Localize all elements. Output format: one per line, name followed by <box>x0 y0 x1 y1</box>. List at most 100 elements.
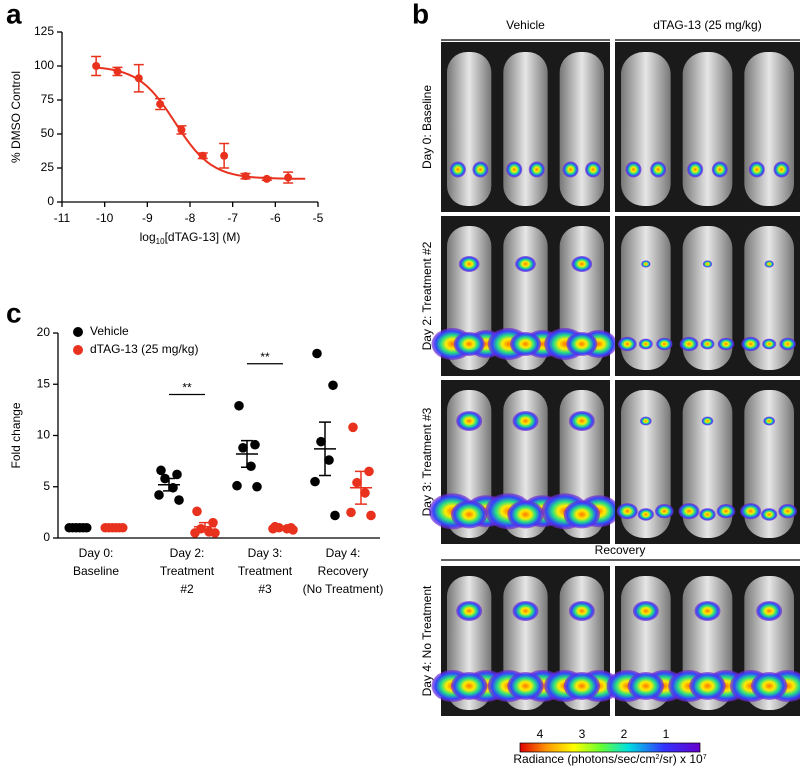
data-point <box>210 528 220 538</box>
signal <box>617 336 637 352</box>
y-tick-label: 0 <box>43 530 50 544</box>
data-point <box>208 517 218 528</box>
signal <box>563 500 601 529</box>
text-part: 10 <box>156 237 165 246</box>
mouse <box>682 52 733 206</box>
y-tick-label: 10 <box>37 428 51 442</box>
data-point <box>360 488 370 498</box>
signal <box>450 672 488 700</box>
row-label: Day 3: Treatment #3 <box>420 407 434 516</box>
data-point <box>262 174 271 183</box>
signal <box>512 411 539 431</box>
signal <box>687 161 704 178</box>
data-point <box>238 443 248 453</box>
signal <box>717 337 735 351</box>
data-point <box>352 477 362 488</box>
significance-label: ** <box>260 350 270 364</box>
mouse <box>744 52 794 206</box>
data-point <box>81 522 92 533</box>
colorbar-tick-label: 4 <box>537 727 544 741</box>
data-point <box>232 480 242 491</box>
legend-label: dTAG-13 (25 mg/kg) <box>90 342 198 356</box>
signal <box>562 161 579 178</box>
signal <box>700 338 715 350</box>
y-tick-label: 20 <box>37 325 51 339</box>
x-tick-label: -8 <box>185 211 196 225</box>
data-point <box>172 469 182 480</box>
axis <box>57 333 380 539</box>
y-tick-label: 15 <box>37 376 51 390</box>
signal <box>528 161 545 178</box>
signal <box>699 508 716 521</box>
colorbar <box>519 742 701 753</box>
data-point <box>310 476 320 487</box>
signal <box>689 672 726 700</box>
x-tick-label: Recovery <box>318 564 369 578</box>
mouse <box>744 390 794 538</box>
y-tick-label: 5 <box>43 479 50 493</box>
signal <box>641 260 651 268</box>
signal <box>509 332 542 356</box>
y-tick-label: 75 <box>41 92 55 106</box>
data-point <box>268 523 278 534</box>
signal <box>740 503 762 520</box>
signal <box>762 338 777 350</box>
signal <box>627 672 665 700</box>
signal <box>702 260 713 268</box>
signal <box>616 503 638 520</box>
signal <box>566 332 598 356</box>
signal <box>679 336 699 352</box>
y-axis-label: Fold change <box>9 402 23 468</box>
data-point <box>160 473 170 484</box>
data-point <box>364 466 374 477</box>
signal <box>639 416 652 426</box>
data-point <box>192 506 202 517</box>
data-point <box>366 510 376 521</box>
signal <box>716 504 736 519</box>
text-part: 7 <box>703 754 707 761</box>
x-tick-label: -10 <box>96 211 114 225</box>
text-part: [dTAG-13] (M) <box>165 230 241 244</box>
signal <box>472 161 489 178</box>
signal <box>711 161 728 178</box>
signal <box>773 161 790 178</box>
x-tick-label: Treatment <box>238 564 293 578</box>
legend-marker <box>73 327 83 337</box>
x-tick-label: Day 3: <box>248 546 283 560</box>
significance-label: ** <box>182 381 192 395</box>
signal <box>512 601 539 621</box>
x-tick-label: Baseline <box>73 564 119 578</box>
signal <box>450 500 488 529</box>
x-tick-label: Treatment <box>160 564 215 578</box>
x-axis-label: log10[dTAG-13] (M) <box>140 230 241 246</box>
signal <box>456 601 483 621</box>
panel-label: c <box>6 297 22 328</box>
x-tick-label: -7 <box>227 211 238 225</box>
signal <box>764 260 774 268</box>
y-tick-label: 50 <box>41 126 55 140</box>
signal <box>571 256 593 272</box>
signal <box>756 601 783 621</box>
recovery-label: Recovery <box>595 543 646 557</box>
signal <box>507 672 544 700</box>
panel-label: a <box>6 0 22 29</box>
signal <box>694 601 721 621</box>
data-point <box>220 151 229 160</box>
signal <box>625 161 642 178</box>
y-tick-label: 0 <box>47 194 54 208</box>
data-point <box>234 400 244 411</box>
data-point <box>174 495 184 505</box>
signal <box>568 601 595 621</box>
signal <box>656 337 673 351</box>
mouse <box>503 52 548 206</box>
mouse <box>559 52 604 206</box>
signal <box>507 500 544 529</box>
signal <box>568 411 595 431</box>
data-point <box>134 74 143 83</box>
mouse <box>621 226 671 370</box>
signal <box>779 337 796 351</box>
text-part: log <box>140 230 156 244</box>
data-point <box>190 528 200 538</box>
fit-curve <box>96 66 306 180</box>
x-tick-label: -6 <box>270 211 281 225</box>
